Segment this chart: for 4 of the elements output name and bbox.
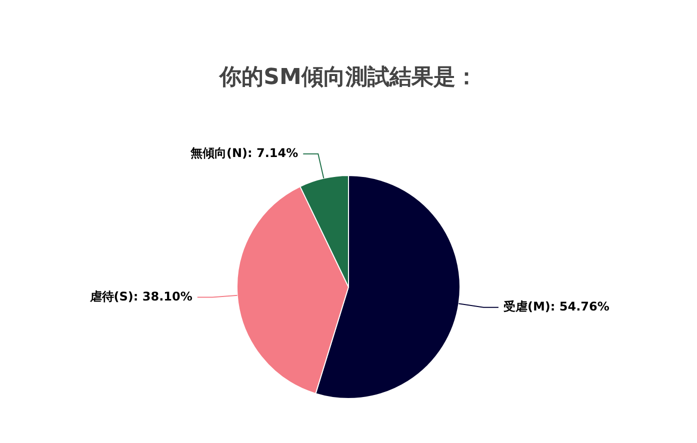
slice-label: 無傾向(N): 7.14%: [190, 146, 298, 160]
slice-label: 虐待(S): 38.10%: [88, 289, 192, 304]
chart-title: 你的SM傾向測試結果是：: [218, 64, 478, 92]
slice-label: 受虐(M): 54.76%: [502, 299, 610, 314]
